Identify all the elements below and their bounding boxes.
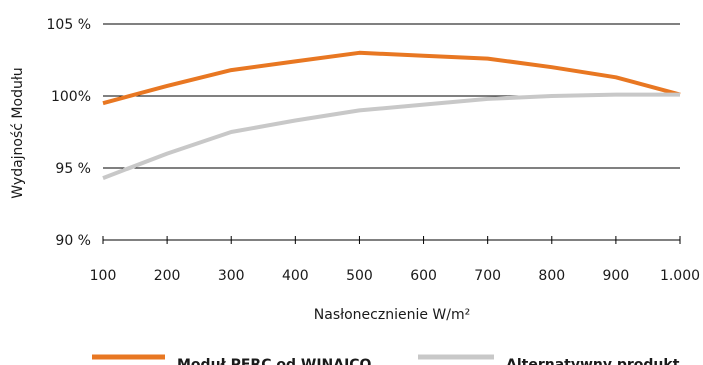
x-tick-label: 900 [603, 268, 630, 284]
x-axis [102, 236, 681, 244]
x-tick-label: 1.000 [660, 268, 700, 284]
x-tick-label: 800 [538, 268, 565, 284]
x-tick-label: 700 [474, 268, 501, 284]
y-tick-label: 105 % [47, 17, 91, 33]
x-tick-label: 200 [154, 268, 181, 284]
x-axis-title: Nasłonecznienie W/m² [314, 307, 470, 323]
x-tick-label: 600 [410, 268, 437, 284]
x-tick-label: 300 [218, 268, 245, 284]
x-tick-label: 500 [346, 268, 373, 284]
series-line-1 [102, 50, 681, 106]
legend-label-1: Moduł PERC od WINAICO [177, 357, 372, 365]
tick-labels: 90 % 95 % 100% 105 % 100 200 300 400 500 600 700 80… [47, 17, 701, 284]
legend-label-2: Alternatywny produkt [506, 357, 680, 365]
y-tick-label: 95 % [55, 161, 91, 177]
series-lines [102, 50, 681, 180]
x-tick-label: 400 [282, 268, 309, 284]
y-tick-label: 100% [51, 89, 91, 105]
legend: Moduł PERC od WINAICO Alternatywny produk… [92, 354, 680, 365]
x-tick-label: 100 [90, 268, 117, 284]
series-line-2 [102, 92, 680, 180]
y-axis-title: Wydajność Modułu [10, 67, 26, 198]
y-tick-label: 90 % [55, 233, 91, 249]
